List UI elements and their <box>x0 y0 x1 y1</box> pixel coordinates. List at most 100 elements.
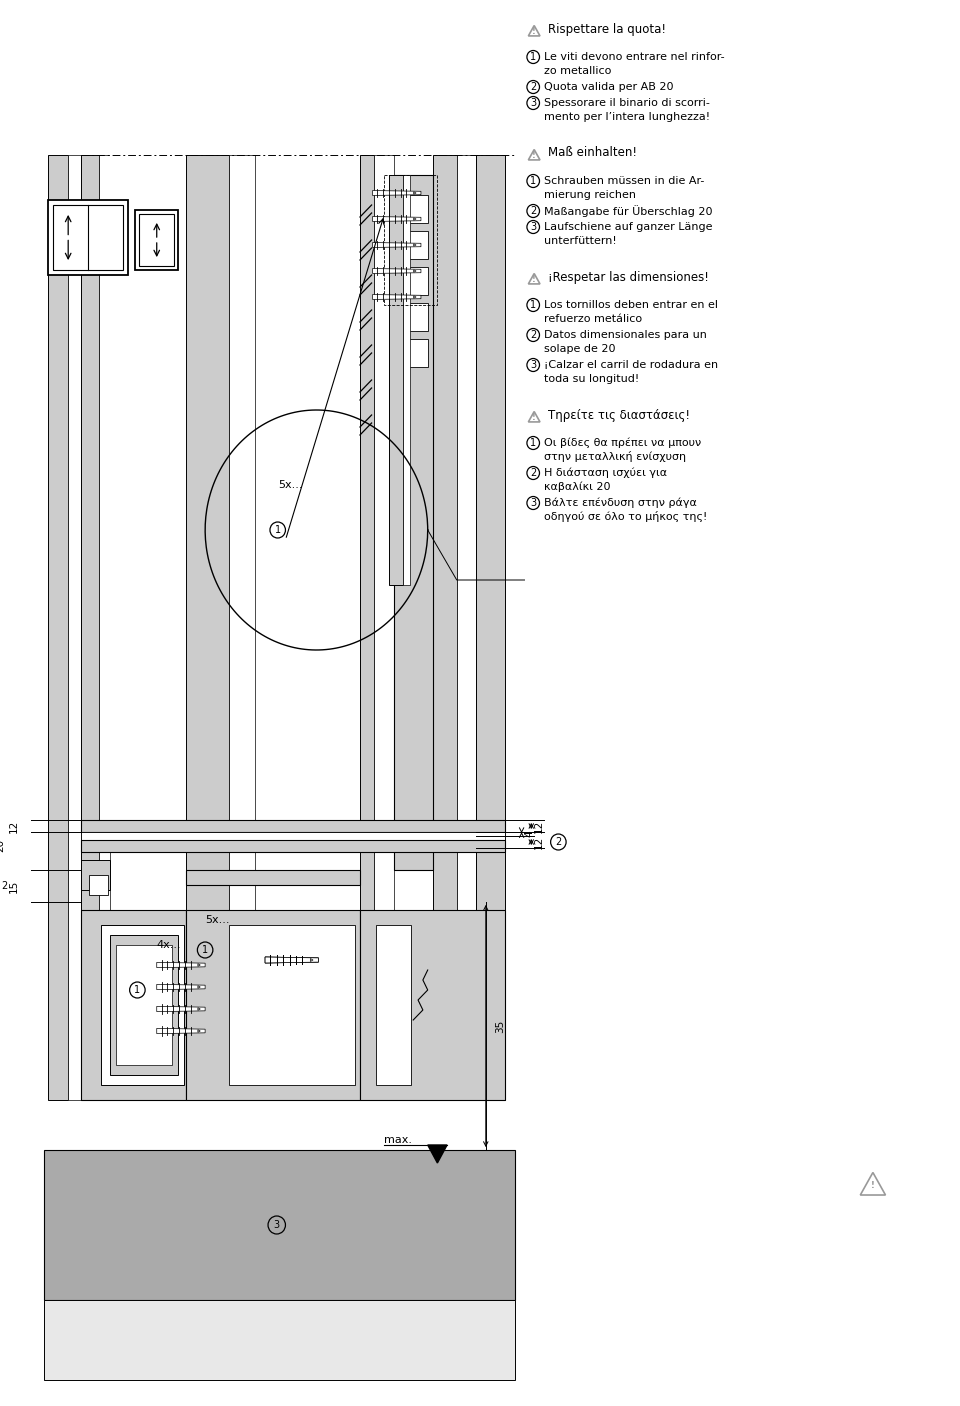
Bar <box>43 1301 515 1381</box>
Bar <box>394 174 433 870</box>
Text: 1: 1 <box>530 52 537 62</box>
Text: ¡Calzar el carril de rodadura en: ¡Calzar el carril de rodadura en <box>544 360 718 370</box>
Polygon shape <box>156 1007 205 1012</box>
Text: 1: 1 <box>530 439 537 449</box>
Text: max.: max. <box>384 1135 412 1144</box>
Text: Η διάσταση ισχύει για: Η διάσταση ισχύει για <box>544 468 667 478</box>
Bar <box>48 200 128 276</box>
Text: Maßangabe für Überschlag 20: Maßangabe für Überschlag 20 <box>544 205 712 217</box>
Bar <box>82 910 186 1099</box>
Text: 1: 1 <box>202 945 208 955</box>
Polygon shape <box>372 294 420 299</box>
Bar <box>82 832 505 839</box>
Bar <box>101 925 183 1085</box>
Bar <box>89 875 108 896</box>
Polygon shape <box>372 217 420 222</box>
Text: 4x...: 4x... <box>156 941 181 950</box>
Bar <box>82 820 505 832</box>
Bar <box>384 174 438 305</box>
Bar <box>374 155 394 1099</box>
Text: 12: 12 <box>10 820 19 832</box>
Text: Quota valida per AB 20: Quota valida per AB 20 <box>544 82 673 91</box>
Text: οδηγού σε όλο το μήκος της!: οδηγού σε όλο το μήκος της! <box>544 512 708 523</box>
Text: 2: 2 <box>2 882 8 891</box>
Bar <box>135 209 178 270</box>
Polygon shape <box>428 1144 447 1163</box>
Text: 35: 35 <box>495 1019 506 1032</box>
Text: 3: 3 <box>530 360 537 370</box>
Bar <box>360 910 505 1099</box>
Bar <box>398 231 428 259</box>
Bar <box>229 155 255 1099</box>
Bar <box>99 155 110 1099</box>
Bar <box>433 155 457 1099</box>
Polygon shape <box>310 959 313 962</box>
Bar <box>186 155 229 1099</box>
Bar <box>53 205 123 270</box>
Text: 1: 1 <box>530 176 537 186</box>
Bar <box>82 839 505 852</box>
Bar <box>398 339 428 367</box>
Polygon shape <box>372 243 420 247</box>
Polygon shape <box>198 986 201 988</box>
Text: !: ! <box>532 413 536 422</box>
Polygon shape <box>414 243 416 246</box>
Bar <box>82 860 110 890</box>
Text: 2: 2 <box>530 468 537 478</box>
Text: στην μεταλλική ενίσχυση: στην μεταλλική ενίσχυση <box>544 451 686 463</box>
Text: 1: 1 <box>275 524 280 536</box>
Bar <box>360 155 374 1099</box>
Text: Laufschiene auf ganzer Länge: Laufschiene auf ganzer Länge <box>544 222 712 232</box>
Text: 2: 2 <box>530 207 537 217</box>
Text: 3: 3 <box>530 498 537 508</box>
Text: mierung reichen: mierung reichen <box>544 190 636 200</box>
Bar <box>186 870 360 884</box>
Polygon shape <box>372 269 420 273</box>
Text: Spessorare il binario di scorri-: Spessorare il binario di scorri- <box>544 98 709 108</box>
Text: Le viti devono entrare nel rinfor-: Le viti devono entrare nel rinfor- <box>544 52 725 62</box>
Text: Schrauben müssen in die Ar-: Schrauben müssen in die Ar- <box>544 176 705 186</box>
Text: 12: 12 <box>534 820 544 832</box>
Text: 20: 20 <box>0 838 5 852</box>
Bar <box>116 945 172 1064</box>
Polygon shape <box>414 218 416 221</box>
Bar <box>398 195 428 224</box>
Bar <box>186 910 360 1099</box>
Text: 1: 1 <box>530 299 537 309</box>
Polygon shape <box>310 959 313 962</box>
Text: solape de 20: solape de 20 <box>544 344 615 354</box>
Text: 15: 15 <box>10 879 19 893</box>
Bar <box>398 304 428 330</box>
Text: Datos dimensionales para un: Datos dimensionales para un <box>544 330 707 340</box>
Text: 5x...: 5x... <box>277 479 302 491</box>
Bar <box>402 174 410 585</box>
Polygon shape <box>156 962 205 967</box>
Bar <box>43 1150 515 1301</box>
Polygon shape <box>414 191 416 194</box>
Bar <box>476 155 505 1099</box>
Bar <box>48 155 68 1099</box>
Text: Τηρείτε τις διαστάσεις!: Τηρείτε τις διαστάσεις! <box>548 409 689 422</box>
Text: 1: 1 <box>134 986 140 995</box>
Text: 2: 2 <box>555 837 562 846</box>
Polygon shape <box>265 957 319 963</box>
Text: !: ! <box>532 276 536 284</box>
Text: Οι βίδες θα πρέπει να μπουν: Οι βίδες θα πρέπει να μπουν <box>544 437 701 449</box>
Polygon shape <box>372 191 420 195</box>
Text: Βάλτε επένδυση στην ράγα: Βάλτε επένδυση στην ράγα <box>544 498 697 508</box>
Text: 3: 3 <box>530 222 537 232</box>
Text: !: ! <box>532 150 536 160</box>
Polygon shape <box>414 295 416 298</box>
Bar <box>229 925 355 1085</box>
Bar <box>110 935 178 1076</box>
Text: 12: 12 <box>534 835 544 849</box>
Bar <box>376 925 411 1085</box>
Text: ¡Respetar las dimensiones!: ¡Respetar las dimensiones! <box>548 270 708 284</box>
Bar <box>398 267 428 295</box>
Text: Rispettare la quota!: Rispettare la quota! <box>548 22 665 35</box>
Text: 4: 4 <box>524 831 535 838</box>
Polygon shape <box>198 1008 201 1011</box>
Polygon shape <box>156 1028 205 1033</box>
Polygon shape <box>198 963 201 966</box>
Text: 5x...: 5x... <box>205 915 229 925</box>
